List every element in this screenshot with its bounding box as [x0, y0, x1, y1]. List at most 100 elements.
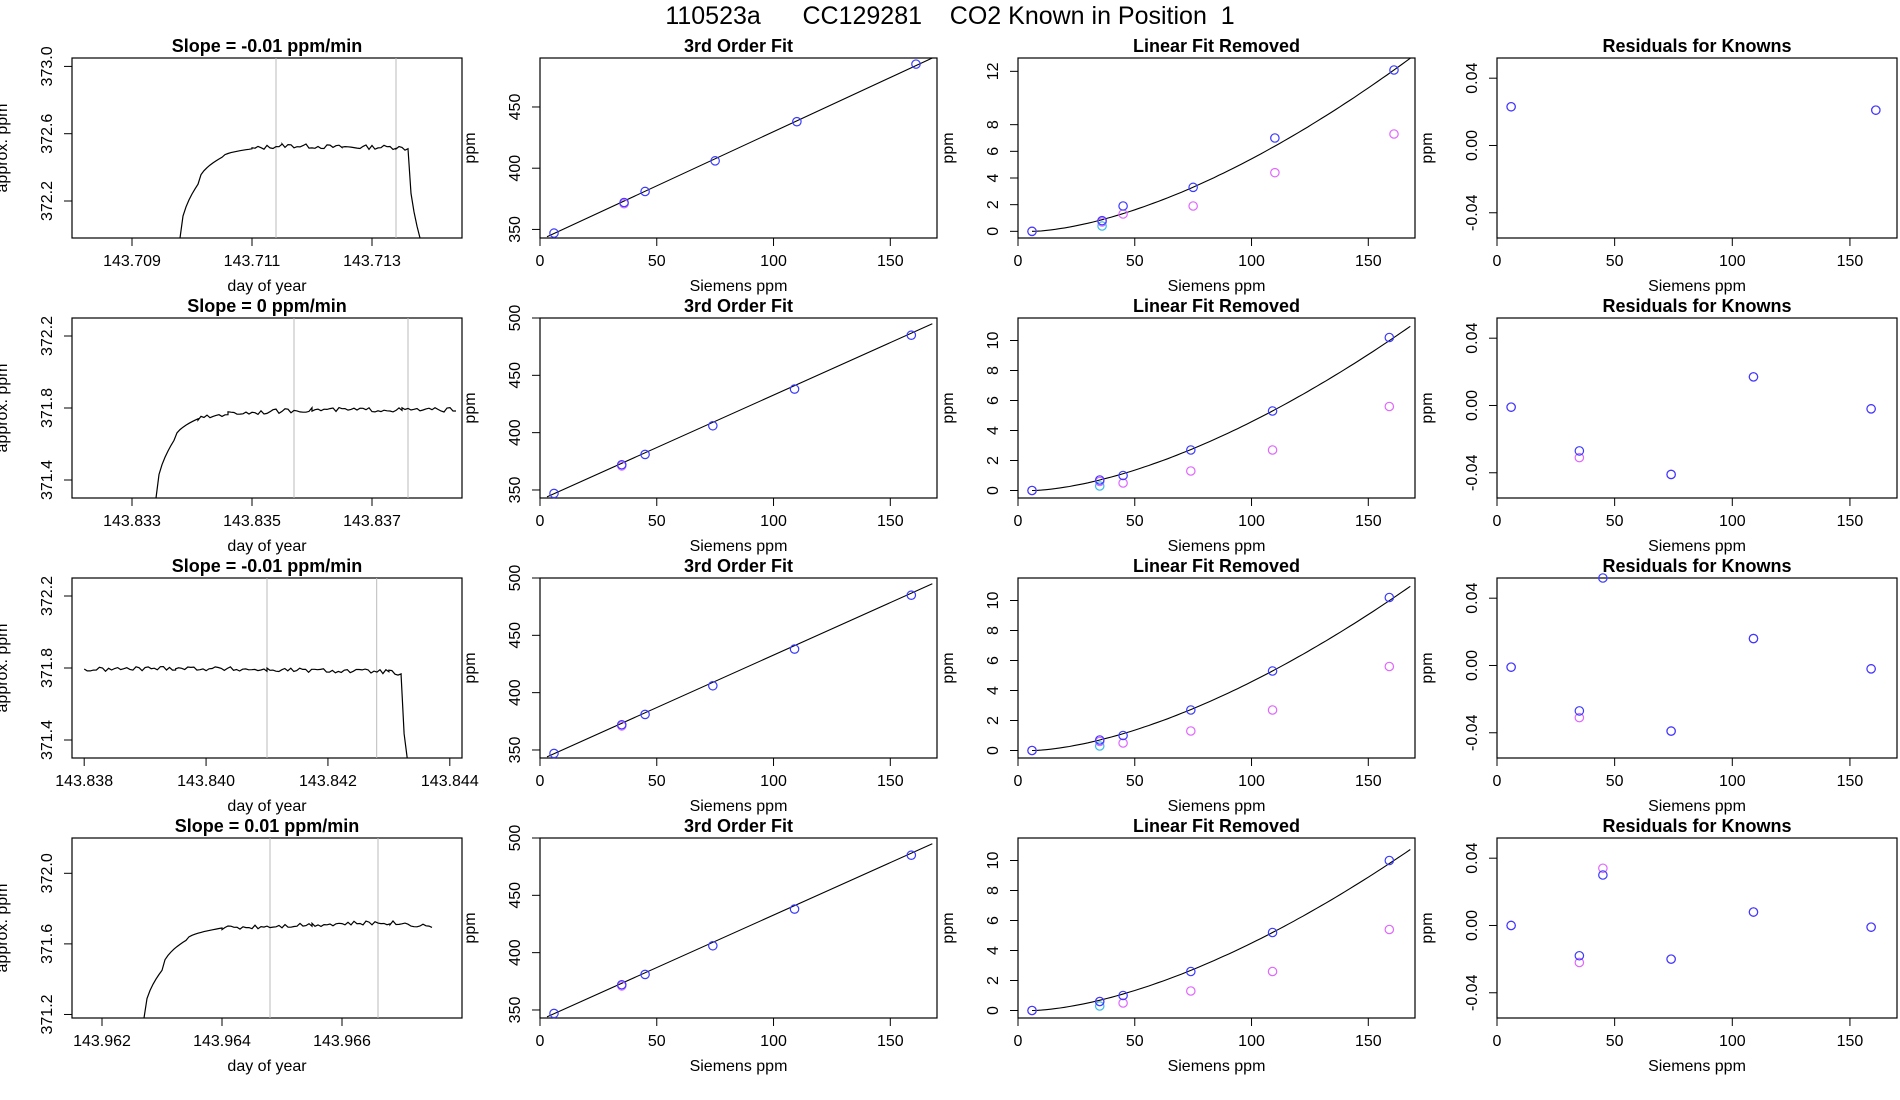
- x-axis-label: Siemens ppm: [1648, 538, 1746, 555]
- y-tick-label: 2: [985, 716, 1002, 725]
- data-point-cyan: [1097, 221, 1107, 231]
- x-tick-label: 143.833: [103, 513, 161, 530]
- data-point-blue: [549, 1008, 559, 1019]
- data-point-blue: [1186, 966, 1196, 977]
- data-point-blue: [1384, 592, 1395, 603]
- data-point-cyan: [1094, 741, 1105, 751]
- data-point-blue: [1748, 907, 1759, 917]
- x-tick-label: 150: [1837, 1033, 1864, 1050]
- x-tick-label: 0: [536, 513, 545, 530]
- x-tick-label: 100: [1238, 1033, 1265, 1050]
- y-axis-label: ppm: [1419, 392, 1436, 423]
- y-tick-label: 372.6: [39, 114, 56, 154]
- x-tick-label: 0: [536, 773, 545, 790]
- panel-title: 3rd Order Fit: [684, 816, 793, 836]
- data-point-blue: [1506, 101, 1516, 112]
- x-tick-label: 150: [877, 1033, 904, 1050]
- data-point-blue: [1027, 226, 1037, 237]
- y-tick-label: 350: [507, 737, 524, 764]
- x-tick-label: 100: [760, 513, 787, 530]
- x-tick-label: 150: [1355, 513, 1382, 530]
- x-tick-label: 0: [1493, 1033, 1502, 1050]
- data-point-blue: [710, 156, 720, 166]
- y-tick-label: 373.0: [39, 46, 56, 86]
- data-point-blue: [1871, 105, 1881, 115]
- data-point-blue: [1094, 735, 1105, 745]
- x-tick-label: 100: [1719, 1033, 1746, 1050]
- panel-title: Linear Fit Removed: [1133, 296, 1300, 316]
- data-point-blue: [640, 969, 650, 980]
- y-axis-label: ppm: [1419, 912, 1436, 943]
- x-tick-label: 143.837: [343, 513, 401, 530]
- data-point-magenta: [1118, 998, 1128, 1008]
- x-tick-label: 50: [1126, 1033, 1144, 1050]
- y-axis-label: ppm: [462, 912, 479, 943]
- y-axis-label: ppm: [940, 132, 957, 163]
- x-tick-label: 0: [1493, 773, 1502, 790]
- x-tick-label: 143.838: [55, 773, 113, 790]
- data-point-blue: [1027, 1005, 1037, 1016]
- x-tick-label: 100: [760, 773, 787, 790]
- panel-3-2: 3rd Order Fit Siemens ppm ppm 0 50 100 150 350 4…: [462, 556, 938, 815]
- x-tick-label: 100: [1238, 773, 1265, 790]
- data-point-magenta: [1118, 738, 1128, 748]
- x-tick-label: 150: [1837, 513, 1864, 530]
- data-point-blue: [1506, 920, 1516, 931]
- data-point-blue: [1118, 470, 1128, 481]
- fit-line: [546, 58, 933, 238]
- x-axis-label: Siemens ppm: [690, 1058, 788, 1075]
- x-tick-label: 143.964: [193, 1033, 251, 1050]
- x-tick-label: 0: [536, 1033, 545, 1050]
- y-tick-label: 0: [985, 746, 1002, 755]
- y-tick-label: 400: [507, 939, 524, 966]
- x-tick-label: 150: [1355, 1033, 1382, 1050]
- plot-frame: [539, 837, 938, 1019]
- data-point-blue: [1748, 372, 1759, 382]
- y-tick-label: 450: [507, 94, 524, 121]
- x-tick-label: 50: [1606, 773, 1624, 790]
- data-point-blue: [1666, 954, 1676, 964]
- data-point-blue: [1188, 182, 1198, 193]
- data-point-blue: [1598, 870, 1608, 880]
- x-tick-label: 50: [648, 253, 666, 270]
- panel-2-4: Residuals for Knowns Siemens ppm ppm 0 50 100…: [1419, 296, 1898, 555]
- x-tick-label: 0: [536, 253, 545, 270]
- data-point-blue: [906, 850, 917, 860]
- y-tick-label: 0: [985, 227, 1002, 236]
- data-point-magenta: [1384, 924, 1395, 935]
- data-point-blue: [789, 644, 800, 654]
- y-tick-label: 400: [507, 155, 524, 182]
- data-point-magenta: [1188, 201, 1198, 211]
- y-tick-label: 4: [985, 686, 1002, 695]
- x-tick-label: 0: [1014, 1033, 1023, 1050]
- panel-4-2: 3rd Order Fit Siemens ppm ppm 0 50 100 150 350 4…: [462, 816, 938, 1075]
- y-tick-label: 372.2: [39, 576, 56, 616]
- data-point-blue: [1118, 201, 1128, 211]
- y-tick-label: 450: [507, 362, 524, 389]
- panel-2-1: Slope = 0 ppm/min day of year approx. ppm 1…: [0, 296, 463, 555]
- data-point-blue: [1118, 730, 1128, 741]
- data-point-blue: [1384, 855, 1395, 866]
- panel-1-3: Linear Fit Removed Siemens ppm ppm 0 50 100 15…: [940, 36, 1416, 295]
- data-point-magenta: [1598, 863, 1608, 874]
- panel-title: 3rd Order Fit: [684, 556, 793, 576]
- fit-curve: [1031, 585, 1411, 752]
- y-tick-label: 450: [507, 882, 524, 909]
- plot-frame: [1496, 57, 1898, 239]
- y-tick-label: 12: [985, 62, 1002, 80]
- x-tick-label: 100: [1238, 513, 1265, 530]
- x-tick-label: 100: [1719, 513, 1746, 530]
- panel-title: Linear Fit Removed: [1133, 36, 1300, 56]
- plot-frame: [1496, 317, 1898, 499]
- y-axis-label: ppm: [1419, 132, 1436, 163]
- x-axis-label: Siemens ppm: [690, 798, 788, 815]
- data-point-magenta: [1384, 401, 1395, 412]
- x-tick-label: 100: [1238, 253, 1265, 270]
- y-axis-label: ppm: [462, 652, 479, 683]
- y-tick-label: 6: [985, 147, 1002, 156]
- panel-title: Residuals for Knowns: [1602, 816, 1791, 836]
- data-point-blue: [1118, 990, 1128, 1001]
- plot-frame: [539, 317, 938, 499]
